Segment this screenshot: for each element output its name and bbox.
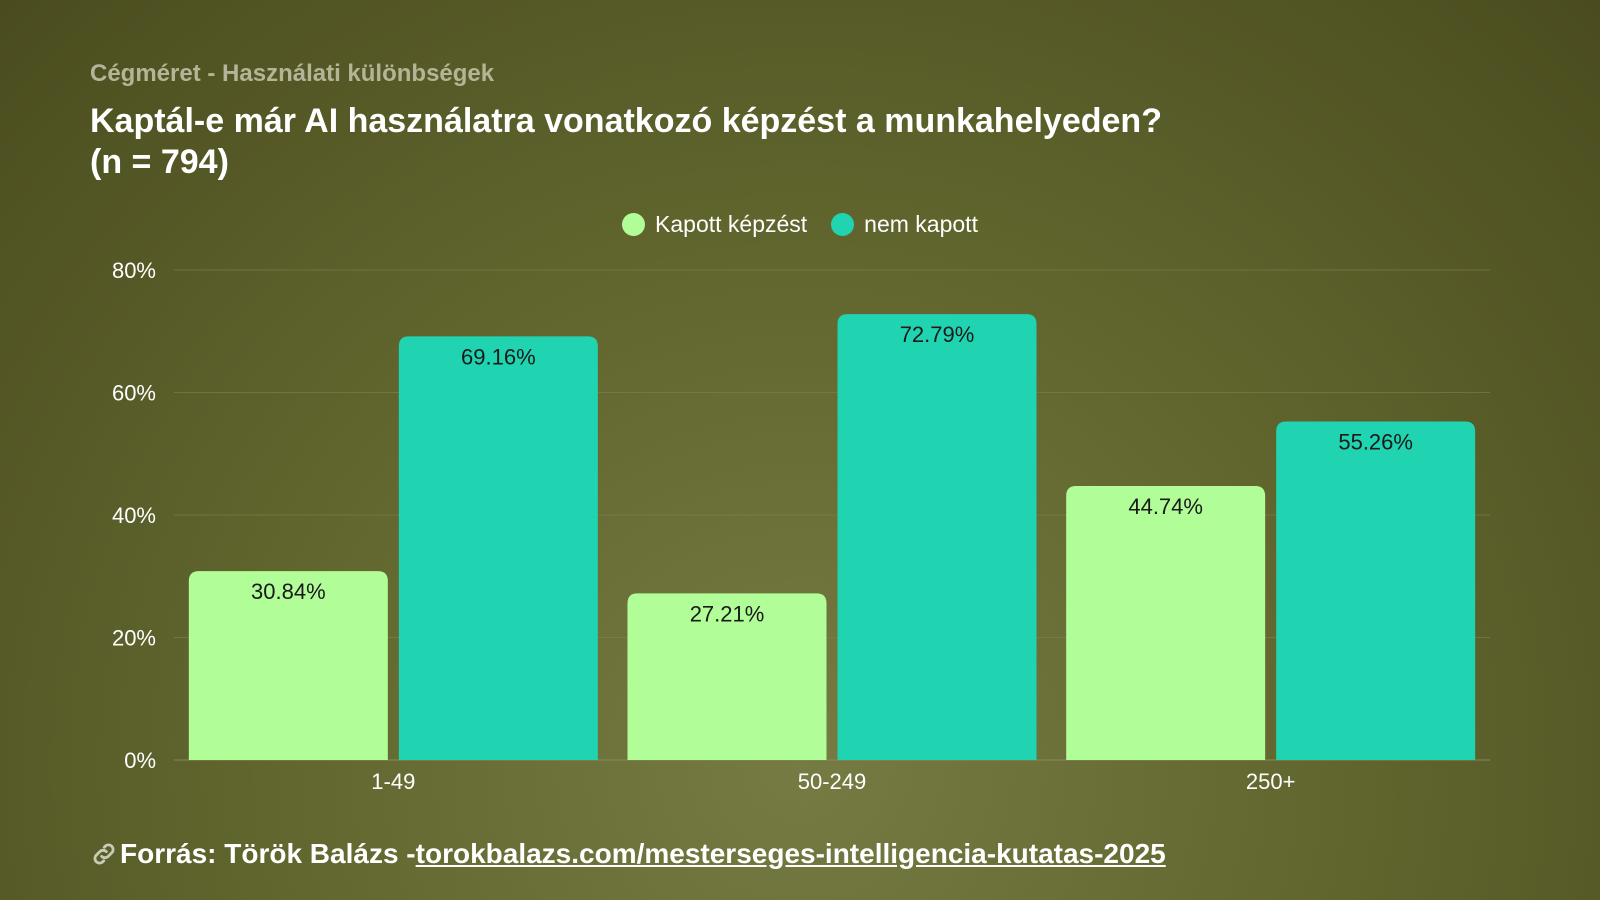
y-tick-label: 0% <box>124 748 156 773</box>
link-icon <box>93 843 115 865</box>
bar-kapott <box>627 593 827 760</box>
bar-nem-kapott <box>837 314 1037 760</box>
bar-value-label: 69.16% <box>461 344 536 369</box>
source-prefix: Forrás: Török Balázs - <box>120 838 416 869</box>
bar-value-label: 55.26% <box>1338 430 1413 455</box>
chart-title-line1: Kaptál-e már AI használatra vonatkozó ké… <box>90 102 1162 140</box>
y-tick-label: 80% <box>112 258 156 283</box>
y-tick-label: 40% <box>112 503 156 528</box>
bar-kapott <box>188 571 388 760</box>
bar-value-label: 30.84% <box>251 579 326 604</box>
x-tick-label: 50-249 <box>798 769 867 794</box>
chart-subtitle: Cégméret - Használati különbségek <box>90 60 495 87</box>
bar-nem-kapott <box>398 336 598 760</box>
x-tick-label: 250+ <box>1246 769 1296 794</box>
x-tick-label: 1-49 <box>371 769 415 794</box>
legend-swatch-kapott <box>622 213 646 236</box>
source-link[interactable]: torokbalazs.com/mesterseges-intelligenci… <box>415 838 1166 869</box>
legend-label-nem-kapott: nem kapott <box>864 211 978 237</box>
source-footer: Forrás: Török Balázs - torokbalazs.com/m… <box>90 838 1166 870</box>
y-tick-label: 60% <box>112 381 156 406</box>
legend-label-kapott: Kapott képzést <box>655 211 808 237</box>
chart-title: Kaptál-e már AI használatra vonatkozó ké… <box>90 101 1390 183</box>
chart-title-line2: (n = 794) <box>90 143 229 181</box>
legend-item-kapott: Kapott képzést <box>622 211 807 238</box>
bar-nem-kapott <box>1276 421 1476 760</box>
bar-value-label: 72.79% <box>900 322 975 347</box>
bar-value-label: 44.74% <box>1128 494 1203 519</box>
bar-value-label: 27.21% <box>690 601 765 626</box>
y-tick-label: 20% <box>112 626 156 651</box>
legend-item-nem-kapott: nem kapott <box>831 211 978 238</box>
chart-legend: Kapott képzést nem kapott <box>0 211 1600 238</box>
legend-swatch-nem-kapott <box>831 213 855 236</box>
bar-kapott <box>1066 485 1266 760</box>
